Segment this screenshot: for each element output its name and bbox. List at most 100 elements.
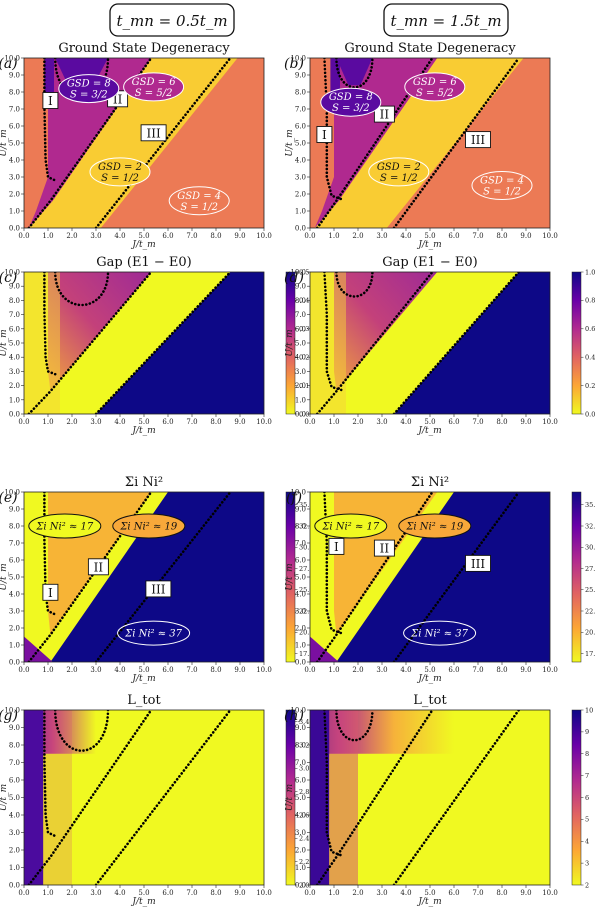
xtick-label: 9.0 [234,666,245,674]
colorbar-tick-label: 20.0 [585,629,595,637]
xtick-label: 4.0 [114,666,125,674]
panel-title: Gap (E1 − E0) [382,255,477,270]
xtick-label: 10.0 [256,418,272,426]
xtick-label: 0.0 [304,889,315,897]
annotation-line2: S = 1/2 [483,187,521,198]
region-box-III [465,131,491,149]
ytick-label: 4.0 [9,157,20,165]
plot-area-d [310,272,550,414]
ytick-label: 7.0 [9,759,20,767]
annotation-line1: GSD = 4 [480,176,524,187]
ytick-label: 1.0 [9,208,20,216]
yaxis-label: U/t_m [0,129,9,156]
colorbar-tick-label: 0.0 [299,410,309,418]
xtick-label: 7.0 [472,232,483,240]
gap-high [96,272,264,414]
region-label-I: I [48,94,53,108]
ytick-label: 1.0 [9,642,20,650]
colorbar-f: 17.5 20.0 22.5 25.0 27.5 30.0 32.5 35.0 [571,491,595,663]
region-gsd2 [314,58,524,228]
panel-a: 0.0 1.0 2.0 3.0 4.0 5.0 6.0 7.0 8.0 9.0 10.0 0.0 1.0… [0,41,272,250]
ytick-label: 2.0 [9,625,20,633]
annotation-line1: GSD = 2 [377,162,421,173]
region-label-I: I [334,540,339,554]
annotation-ellipse [398,513,472,539]
gap-edge [24,272,60,414]
xtick-label: 7.0 [472,666,483,674]
colorbar-tick-label: 2.8 [299,788,309,796]
annotation-line1: Σi Ni² ≈ 17 [35,522,94,533]
ytick-label: 10.0 [4,55,20,63]
ytick-label: 5.0 [295,794,306,802]
region-box-I [42,583,59,601]
panel-d: 0.0 1.0 2.0 3.0 4.0 5.0 6.0 7.0 8.0 9.0 10.0 0.0 1.0… [284,255,595,436]
xtick-label: 1.0 [42,418,53,426]
xtick-label: 2.0 [352,889,363,897]
boundary-arc [335,272,374,298]
panel-label: (g) [0,708,18,724]
xtick-label: 3.0 [376,418,387,426]
colorbar-tick-label: 0.1 [299,382,309,390]
colorbar-tick-label: 0.2 [299,354,309,362]
xtick-label: 9.0 [520,418,531,426]
annotation-ellipse [28,513,102,539]
annotation-line2: S = 1/2 [180,202,218,213]
xaxis-label: J/t_m [130,426,155,436]
colorbar-g: 2.0 2.2 2.4 2.6 2.8 3.0 3.2 3.4 [285,709,309,889]
plot-area-h [310,710,550,885]
boundary-I [323,272,343,392]
colorbar-tick-label: 0.0 [585,410,595,418]
annotation-gsd: GSD = 4S = 1/2 [168,186,230,216]
annotation-n2: Σi Ni² ≈ 19 [112,513,186,539]
annotation-line1: Σi Ni² ≈ 17 [321,522,380,533]
yaxis-label: U/t_m [285,784,295,811]
xtick-label: 2.0 [352,232,363,240]
region-box-III [140,124,167,142]
region-gsd8-strip [44,58,54,106]
xtick-label: 5.0 [138,666,149,674]
ytick-label: 4.0 [295,591,306,599]
xtick-label: 4.0 [114,418,125,426]
ytick-label: 4.0 [295,812,306,820]
ytick-label: 10.0 [290,55,306,63]
ytick-label: 9.0 [295,724,306,732]
xtick-label: 8.0 [496,666,507,674]
xtick-label: 8.0 [210,418,221,426]
region-label-III: III [151,582,165,596]
xtick-label: 3.0 [90,418,101,426]
panel-label: (f) [286,490,302,506]
annotation-ellipse [117,620,191,646]
yaxis-label: U/t_m [285,329,295,356]
annotation-line1: GSD = 6 [413,77,458,88]
ytick-label: 1.0 [295,396,306,404]
boundary-III [94,710,232,885]
annotation-ellipse [314,513,388,539]
ytick-label: 8.0 [9,523,20,531]
ytick-label: 3.0 [9,608,20,616]
l-left [310,710,330,885]
xtick-label: 0.0 [304,666,315,674]
region-label-II: II [380,108,390,122]
xtick-label: 9.0 [520,889,531,897]
xtick-label: 2.0 [66,232,77,240]
annotation-line1: GSD = 6 [132,77,177,88]
region-gsd8-arc [336,58,373,86]
xtick-label: 2.0 [66,666,77,674]
ytick-label: 6.0 [9,557,20,565]
xtick-label: 8.0 [496,232,507,240]
colorbar-tick-label: 2 [585,881,589,889]
ytick-label: 5.0 [9,340,20,348]
ytick-label: 9.0 [9,72,20,80]
xtick-label: 7.0 [472,889,483,897]
xtick-label: 9.0 [234,889,245,897]
ytick-label: 2.0 [295,625,306,633]
annotation-ellipse [320,87,382,117]
ytick-label: 2.0 [295,847,306,855]
ytick-label: 9.0 [9,283,20,291]
annotation-line2: S = 1/2 [380,173,418,184]
ytick-label: 2.0 [9,382,20,390]
boundary-III [94,272,232,414]
region-label-II: II [380,542,390,556]
colorbar-tick-label: 2.2 [299,858,309,866]
